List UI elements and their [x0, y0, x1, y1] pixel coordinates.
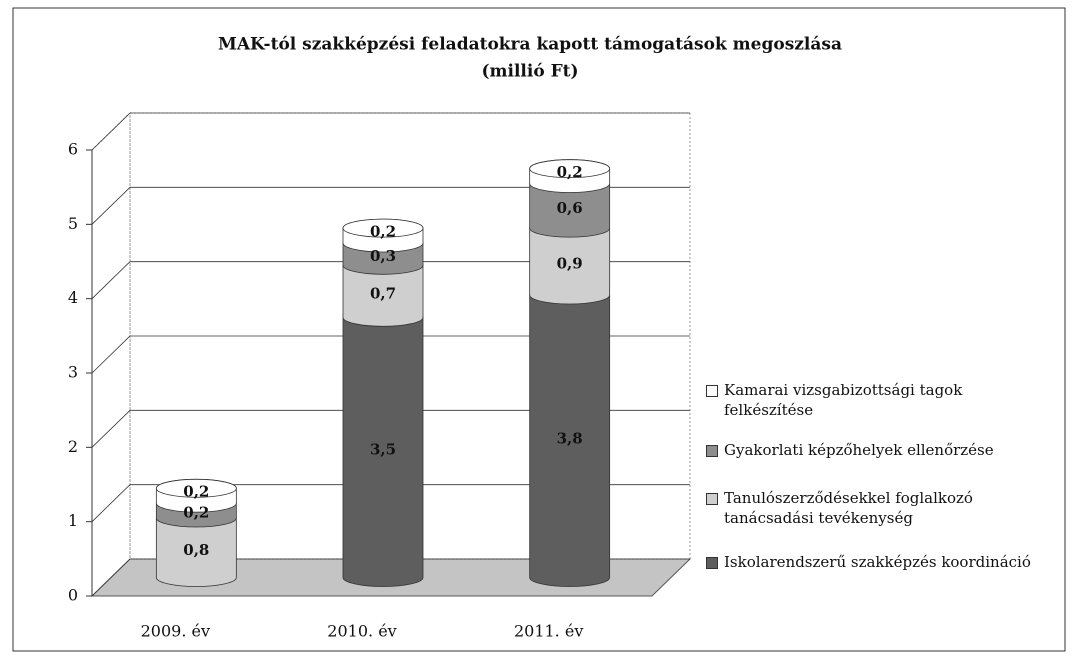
grid-line [91, 187, 131, 225]
data-label: 0,3 [370, 247, 396, 265]
grid-line [91, 558, 131, 597]
legend-swatch [706, 385, 718, 397]
grid-line [91, 335, 131, 374]
data-label: 0,2 [183, 483, 209, 501]
legend-entry: Tanulószerződésekkel foglalkozó tanácsad… [706, 488, 1034, 528]
data-label: 0,7 [370, 284, 396, 302]
y-tick-label: 3 [68, 363, 78, 382]
data-label: 3,8 [557, 429, 583, 447]
chart-border [12, 7, 1066, 652]
legend-label: Iskolarendszerű szakképzés koordináció [724, 553, 1031, 571]
x-tick-label: 2009. év [141, 622, 210, 641]
data-label: 0,8 [183, 541, 209, 559]
chart-title: MAK-tól szakképzési feladatokra kapott t… [218, 35, 842, 55]
cylinder-top [155, 478, 237, 498]
data-label: 3,5 [370, 440, 396, 458]
legend-swatch [706, 445, 718, 457]
y-tick-label: 5 [68, 214, 78, 233]
grid-line [91, 484, 131, 522]
cylinder-top [529, 159, 611, 179]
cylinder-top [342, 218, 424, 238]
legend-entry: Kamarai vizsgabizottsági tagok felkészít… [706, 380, 1034, 420]
x-tick-label: 2010. év [327, 622, 396, 641]
legend-label: Kamarai vizsgabizottsági tagok felkészít… [724, 381, 963, 419]
data-label: 0,6 [557, 199, 583, 217]
data-label: 0,2 [183, 504, 209, 522]
legend-entry: Iskolarendszerű szakképzés koordináció [706, 552, 1034, 572]
y-tick-label: 6 [68, 140, 78, 159]
chart-subtitle: (millió Ft) [481, 62, 578, 82]
data-label: 0,9 [557, 255, 583, 273]
grid-line [91, 410, 131, 448]
data-label: 0,2 [370, 223, 396, 241]
legend-label: Gyakorlati képzőhelyek ellenőrzése [724, 441, 994, 459]
y-tick-label: 0 [68, 586, 78, 605]
grid-line [91, 112, 131, 151]
legend-swatch [706, 493, 718, 505]
grid-line [91, 261, 131, 299]
data-label: 0,2 [557, 163, 583, 181]
legend-entry: Gyakorlati képzőhelyek ellenőrzése [706, 440, 1034, 460]
y-tick-label: 4 [68, 288, 78, 307]
x-tick-label: 2011. év [514, 622, 583, 641]
legend-swatch [706, 557, 718, 569]
y-tick-label: 2 [68, 437, 78, 456]
y-tick-label: 1 [68, 511, 78, 530]
legend-label: Tanulószerződésekkel foglalkozó tanácsad… [724, 489, 973, 527]
